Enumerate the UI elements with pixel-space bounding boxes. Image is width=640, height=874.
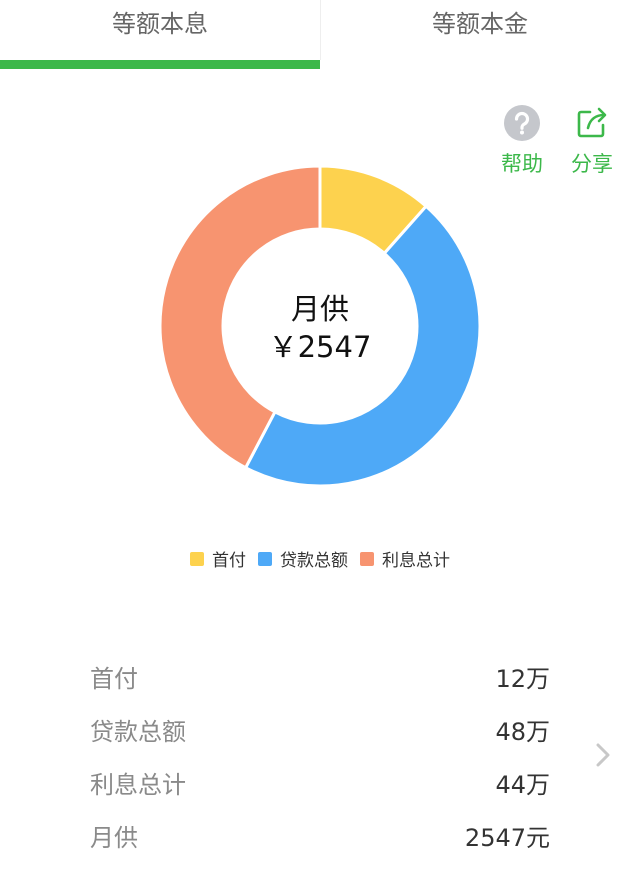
legend-swatch bbox=[190, 551, 204, 566]
donut-chart: 月供 ￥2547 bbox=[160, 166, 480, 486]
tab-bar: 等额本息 等额本金 bbox=[0, 0, 640, 70]
slice-loan-total bbox=[243, 204, 480, 486]
chevron-right-icon[interactable] bbox=[592, 741, 614, 769]
center-value: ￥2547 bbox=[268, 330, 372, 364]
chart-legend: 首付 贷款总额 利息总计 bbox=[0, 546, 640, 571]
summary-row-down-payment: 首付 12万 bbox=[90, 650, 550, 703]
share-button[interactable]: 分享 bbox=[562, 104, 622, 178]
legend-label: 贷款总额 bbox=[280, 551, 348, 571]
row-label: 月供 bbox=[90, 824, 138, 852]
legend-item-interest-total: 利息总计 bbox=[360, 546, 450, 571]
row-value: 2547元 bbox=[464, 824, 550, 852]
summary-list[interactable]: 首付 12万 贷款总额 48万 利息总计 44万 月供 2547元 bbox=[90, 650, 550, 862]
help-label: 帮助 bbox=[501, 152, 543, 176]
center-title: 月供 bbox=[290, 292, 349, 326]
tab-equal-principal[interactable]: 等额本金 bbox=[320, 0, 640, 62]
help-button[interactable]: 帮助 bbox=[492, 104, 552, 178]
share-label: 分享 bbox=[571, 152, 613, 176]
tab-divider bbox=[320, 0, 321, 60]
summary-row-loan-total: 贷款总额 48万 bbox=[90, 703, 550, 756]
summary-row-monthly-payment: 月供 2547元 bbox=[90, 809, 550, 862]
help-icon bbox=[504, 105, 540, 141]
legend-item-loan-total: 贷款总额 bbox=[258, 546, 348, 571]
row-label: 利息总计 bbox=[90, 771, 186, 799]
legend-swatch bbox=[258, 551, 272, 566]
row-label: 首付 bbox=[90, 665, 138, 693]
legend-label: 利息总计 bbox=[382, 551, 450, 571]
row-value: 48万 bbox=[495, 718, 550, 746]
row-label: 贷款总额 bbox=[90, 718, 186, 746]
share-icon bbox=[577, 107, 607, 138]
donut-svg bbox=[160, 166, 480, 486]
legend-label: 首付 bbox=[212, 551, 246, 571]
legend-swatch bbox=[360, 551, 374, 566]
summary-row-interest-total: 利息总计 44万 bbox=[90, 756, 550, 809]
slice-interest-total bbox=[160, 166, 322, 470]
legend-item-down-payment: 首付 bbox=[190, 546, 246, 571]
tab-equal-installment[interactable]: 等额本息 bbox=[112, 9, 208, 38]
row-value: 44万 bbox=[495, 771, 550, 799]
tab-active-indicator bbox=[0, 60, 320, 69]
row-value: 12万 bbox=[495, 665, 550, 693]
